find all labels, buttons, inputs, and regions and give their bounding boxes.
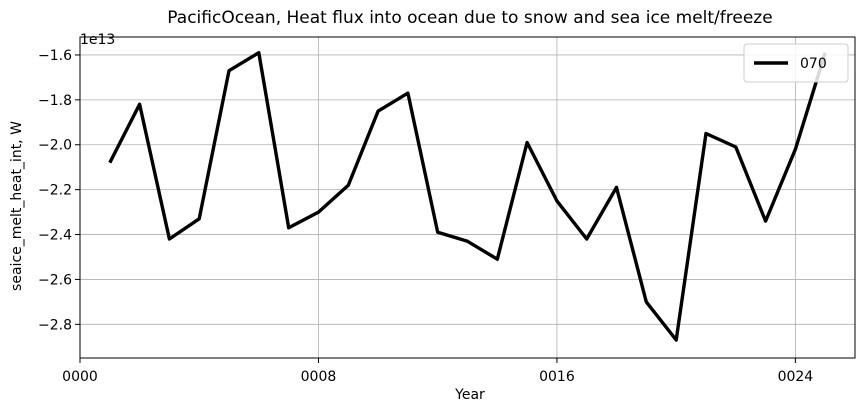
x-axis-label: Year <box>454 387 485 403</box>
y-tick-label: −2.0 <box>38 138 72 154</box>
gridlines <box>79 37 855 358</box>
series-line-070 <box>108 51 827 342</box>
y-tick-label: −1.8 <box>38 93 72 109</box>
y-tick-label: −2.4 <box>38 228 72 244</box>
y-tick-label: −2.2 <box>38 183 72 199</box>
y-axis-offset-label: 1e13 <box>80 32 115 48</box>
y-tick-label: −2.6 <box>38 272 72 288</box>
legend-label: 070 <box>800 56 827 72</box>
y-tick-label: −2.8 <box>38 317 72 333</box>
y-axis-ticks: −2.8 −2.6 −2.4 −2.2 −2.0 −1.8 −1.6 <box>38 48 80 333</box>
chart-title: PacificOcean, Heat flux into ocean due t… <box>167 8 772 28</box>
x-tick-label: 0024 <box>778 369 814 385</box>
x-tick-label: 0008 <box>301 369 337 385</box>
legend: 070 <box>743 43 849 83</box>
y-tick-label: −1.6 <box>38 48 72 64</box>
legend-box <box>743 43 849 83</box>
series-layer <box>108 51 827 342</box>
y-axis-label: seaice_melt_heat_int, W <box>9 121 25 291</box>
x-tick-label: 0016 <box>539 369 575 385</box>
plot-area-frame <box>79 36 856 359</box>
x-axis-ticks: 0000 0008 0016 0024 <box>62 358 813 385</box>
x-tick-label: 0000 <box>62 369 98 385</box>
